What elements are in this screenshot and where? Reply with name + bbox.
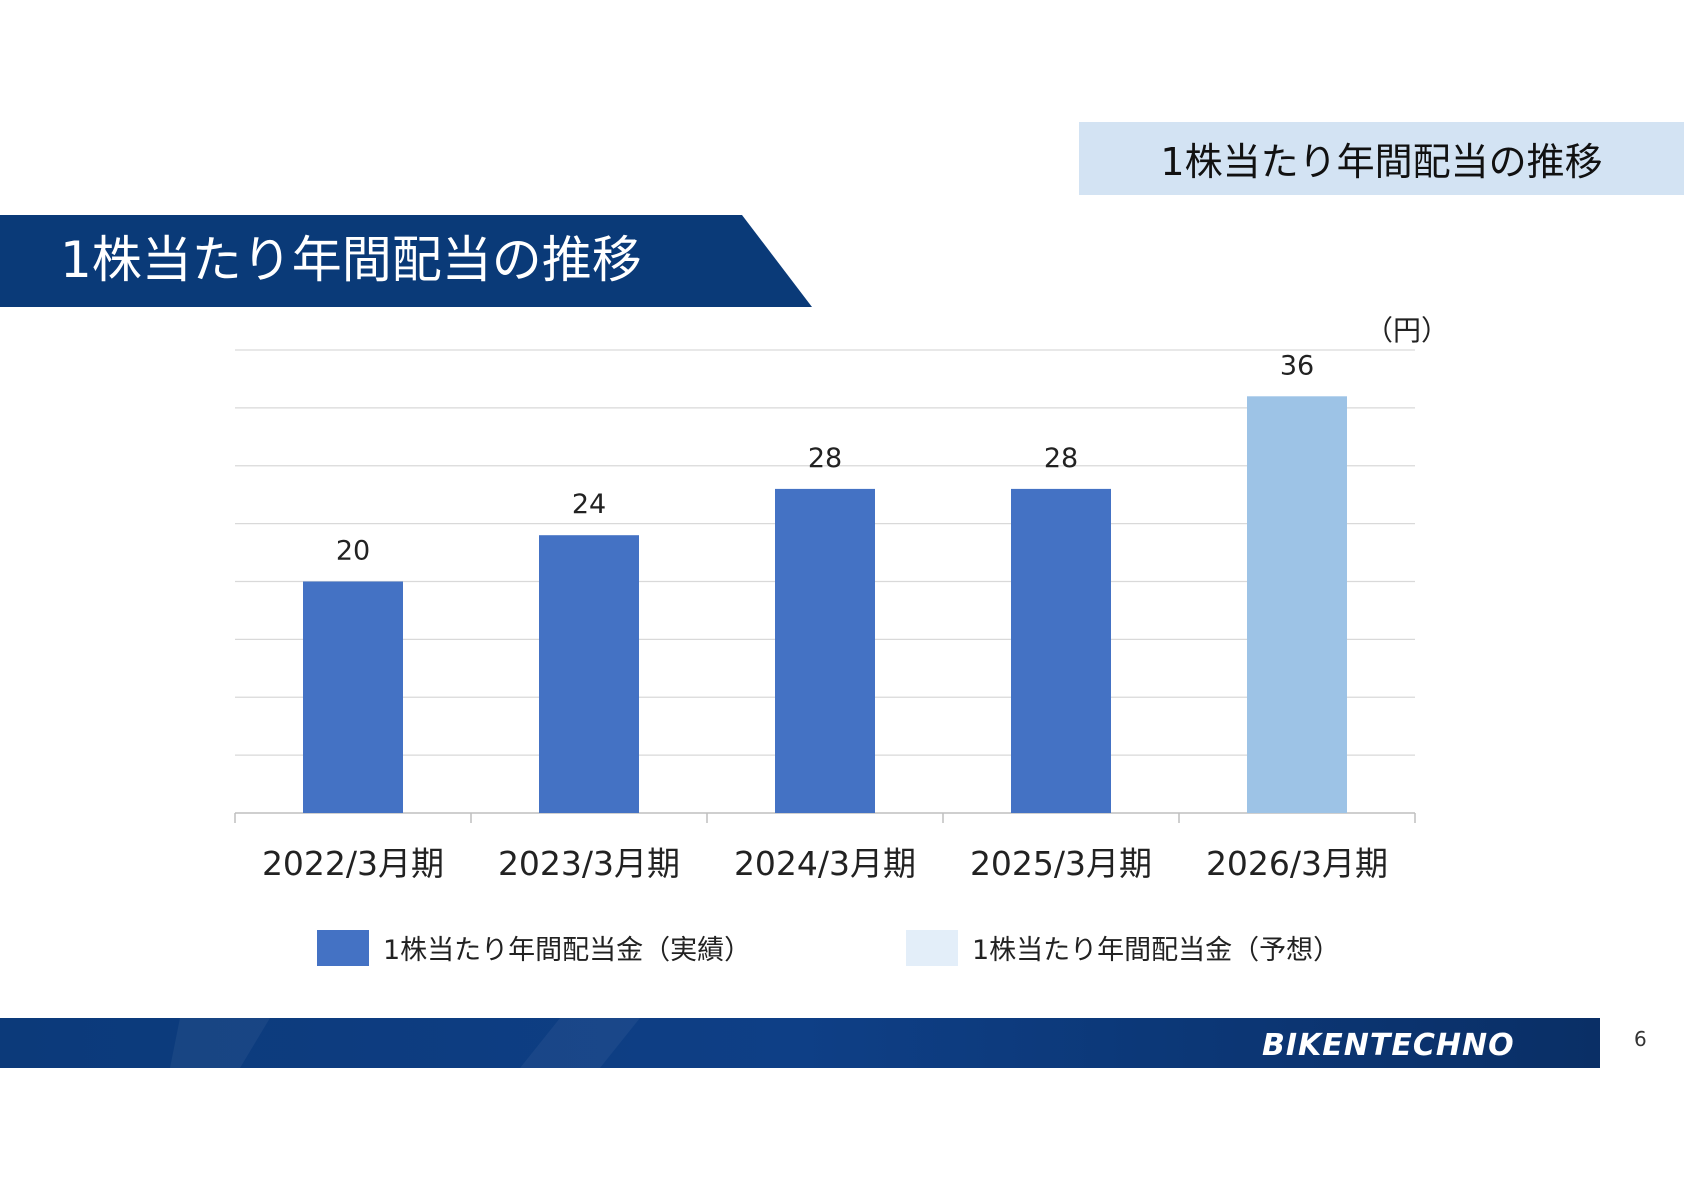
bar-chart: 20 2022/3月期 24 2023/3月期 28 2024/3月期 28 2025/3月期…: [234, 349, 1416, 883]
bar-2024/3月期: [775, 488, 875, 813]
slide-title: 1株当たり年間配当の推移: [60, 231, 642, 289]
legend-swatch-forecast: [906, 929, 958, 966]
legend-item-forecast: 1株当たり年間配当金（予想）: [906, 928, 1340, 967]
data-label: 36: [1280, 350, 1314, 381]
x-tick-label: 2023/3月期: [498, 844, 680, 883]
legend-label-actual: 1株当たり年間配当金（実績）: [383, 935, 752, 966]
x-tick-label: 2022/3月期: [262, 844, 444, 883]
top-right-title: 1株当たり年間配当の推移: [1160, 140, 1603, 184]
bar-2026/3月期: [1247, 396, 1347, 813]
bar-2022/3月期: [303, 581, 403, 813]
legend-label-forecast: 1株当たり年間配当金（予想）: [972, 935, 1341, 966]
title-banner: [0, 215, 812, 307]
title-banner-shape: [0, 215, 812, 307]
page-number: 6: [1634, 1027, 1647, 1051]
data-label: 24: [572, 489, 606, 520]
footer-band: [0, 1018, 1600, 1068]
legend-swatch-actual: [317, 929, 369, 966]
top-right-title-box: 1株当たり年間配当の推移: [1079, 122, 1684, 195]
x-tick-label: 2026/3月期: [1206, 844, 1388, 883]
x-tick-label: 2024/3月期: [734, 844, 916, 883]
data-label: 28: [808, 443, 842, 474]
footer-band-shape: [0, 1018, 1600, 1068]
unit-label: （円）: [1365, 314, 1450, 347]
data-label: 20: [336, 536, 370, 567]
x-tick-label: 2025/3月期: [970, 844, 1152, 883]
bar-2023/3月期: [539, 535, 639, 813]
company-logo: BIKENTECHNO: [1262, 1028, 1515, 1063]
legend-item-actual: 1株当たり年間配当金（実績）: [317, 928, 751, 967]
data-label: 28: [1044, 443, 1078, 474]
bar-2025/3月期: [1011, 488, 1111, 813]
